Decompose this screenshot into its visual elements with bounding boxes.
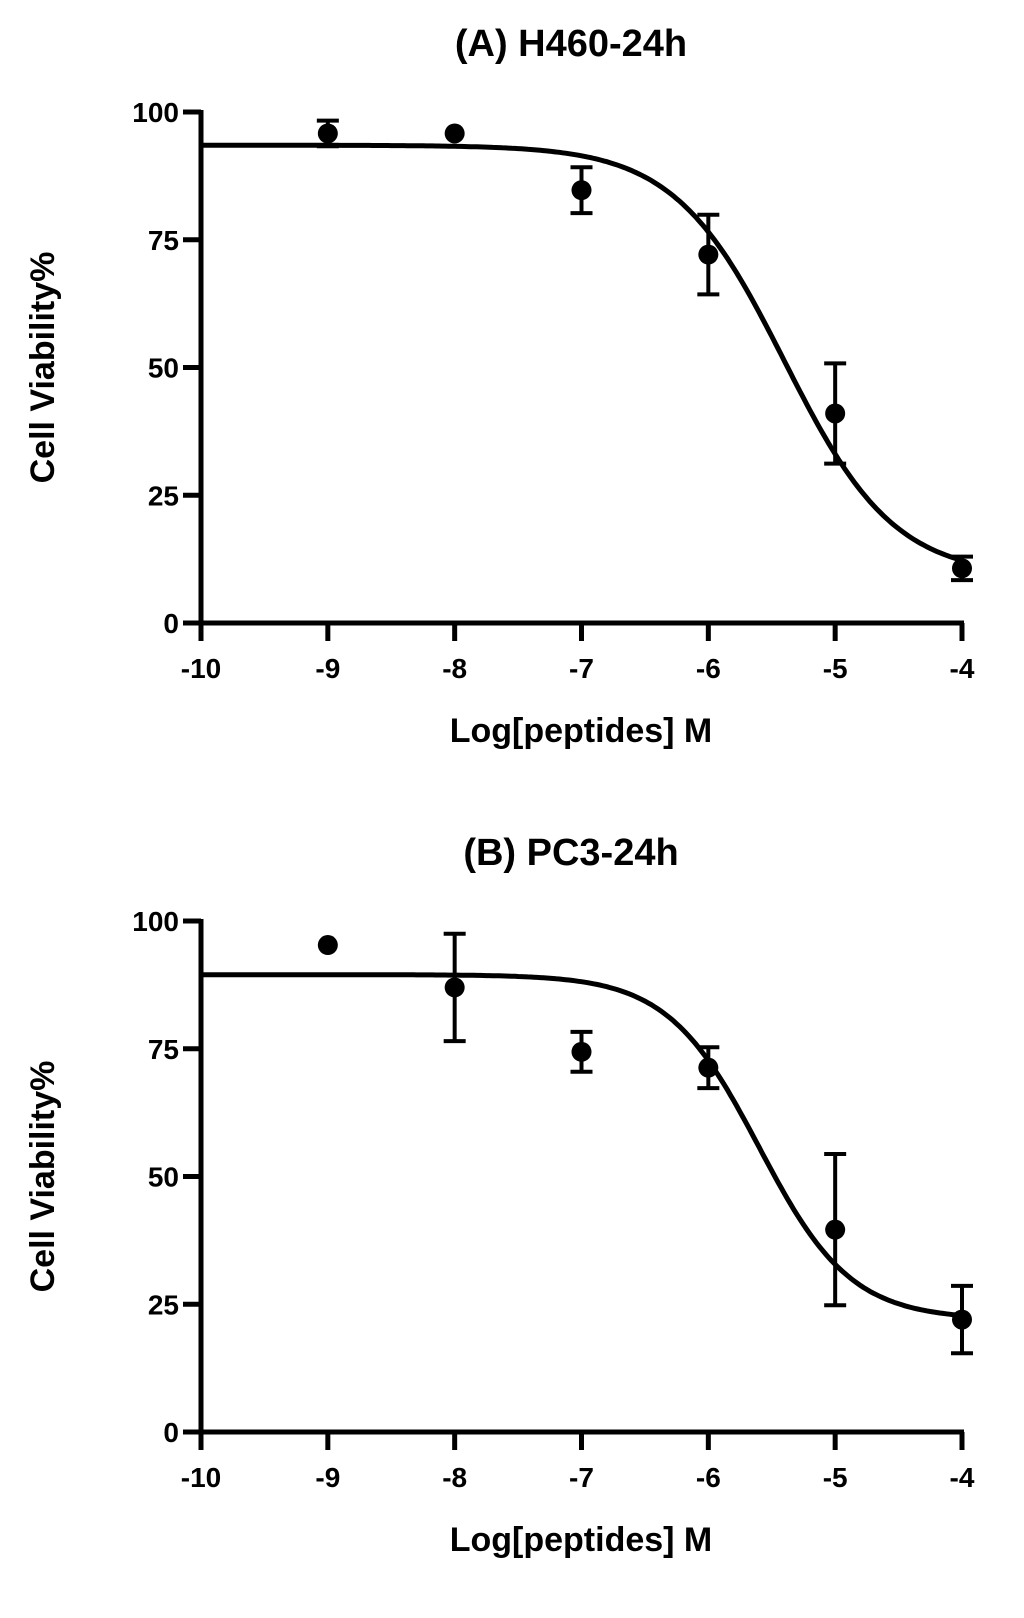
x-tick-label: -9 bbox=[315, 653, 340, 684]
x-tick-label: -5 bbox=[823, 1462, 848, 1493]
data-point bbox=[571, 1041, 592, 1062]
x-tick-label: -7 bbox=[569, 653, 594, 684]
y-axis-label: Cell Viability% bbox=[24, 252, 62, 484]
data-point bbox=[952, 558, 972, 579]
x-tick-label: -4 bbox=[950, 1462, 975, 1493]
y-tick-label: 100 bbox=[132, 906, 179, 937]
data-point bbox=[317, 935, 338, 956]
data-point bbox=[825, 403, 846, 424]
y-tick-label: 50 bbox=[148, 353, 179, 384]
y-tick-label: 25 bbox=[148, 1289, 179, 1320]
chart-title: (B) PC3-24h bbox=[463, 832, 678, 874]
y-tick-label: 0 bbox=[163, 608, 179, 639]
data-point bbox=[952, 1309, 972, 1330]
y-tick-label: 0 bbox=[163, 1417, 179, 1448]
data-point bbox=[825, 1219, 846, 1240]
data-point bbox=[317, 123, 338, 144]
y-axis-label: Cell Viability% bbox=[24, 1061, 62, 1293]
y-tick-label: 75 bbox=[148, 1034, 179, 1065]
x-axis-label: Log[peptides] M bbox=[450, 1521, 713, 1559]
x-tick-label: -10 bbox=[181, 1462, 221, 1493]
x-tick-label: -6 bbox=[696, 1462, 721, 1493]
x-tick-label: -10 bbox=[181, 653, 221, 684]
x-tick-label: -8 bbox=[442, 1462, 467, 1493]
data-point bbox=[698, 244, 719, 265]
x-tick-label: -9 bbox=[315, 1462, 340, 1493]
x-tick-label: -8 bbox=[442, 653, 467, 684]
chart-panel-a: (A) H460-24h 0 25 50 75 100 -10 -9 -8 -7 -6 -5 -4 Log… bbox=[24, 23, 975, 750]
x-tick-label: -6 bbox=[696, 653, 721, 684]
x-axis-label: Log[peptides] M bbox=[450, 712, 713, 750]
y-tick-label: 100 bbox=[132, 97, 179, 128]
chart-title: (A) H460-24h bbox=[455, 23, 687, 65]
data-point bbox=[444, 977, 465, 998]
data-point bbox=[444, 123, 465, 144]
x-tick-label: -4 bbox=[950, 653, 975, 684]
chart-panel-b: (B) PC3-24h 0 25 50 75 100 -10 -9 -8 -7 -6 -5 -4 Log[… bbox=[24, 832, 975, 1559]
x-tick-label: -7 bbox=[569, 1462, 594, 1493]
y-tick-label: 50 bbox=[148, 1162, 179, 1193]
y-tick-label: 75 bbox=[148, 225, 179, 256]
x-tick-label: -5 bbox=[823, 653, 848, 684]
data-point bbox=[698, 1057, 719, 1078]
fit-curve-line bbox=[201, 972, 963, 1318]
y-tick-label: 25 bbox=[148, 480, 179, 511]
data-point bbox=[571, 180, 592, 201]
